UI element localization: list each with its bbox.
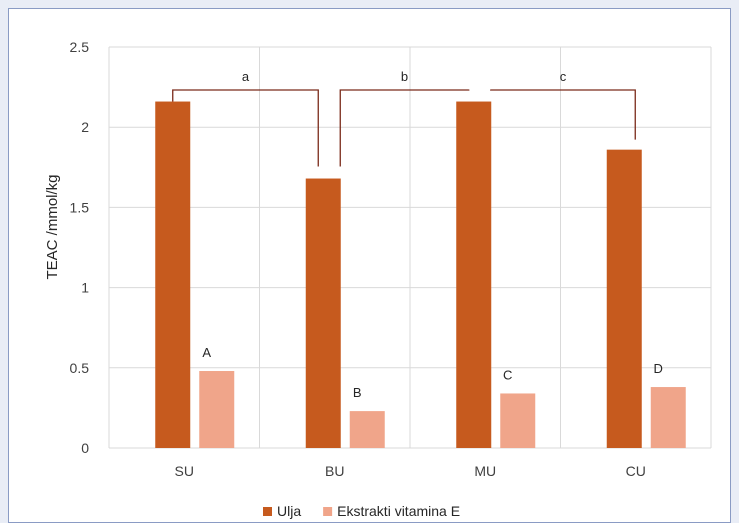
significance-brackets: a b c [172, 69, 636, 167]
bar-vitamin-e-su [199, 371, 235, 448]
bars [155, 101, 686, 448]
legend-label: Ulja [277, 503, 301, 519]
bar-labels: A B C D [202, 345, 663, 400]
bar-chart: A B C D a b c 0 0.5 1 1.5 2 2.5 SU BU MU CU TEAC /mmo… [44, 39, 712, 519]
bar-annotation: D [654, 361, 663, 376]
bracket-label: b [401, 69, 408, 84]
x-tick-labels: SU BU MU CU [175, 463, 646, 479]
bar-ulja-mu [456, 101, 492, 448]
y-axis-title: TEAC /mmol/kg [44, 174, 61, 279]
bar-vitamin-e-bu [349, 411, 385, 448]
bracket-b [339, 89, 470, 167]
bar-annotation: A [202, 345, 211, 360]
y-tick-label: 0 [81, 440, 89, 456]
y-tick-label: 1 [81, 280, 89, 296]
y-tick-label: 0.5 [70, 360, 90, 376]
legend-swatch [263, 507, 272, 516]
bar-ulja-bu [305, 178, 341, 448]
legend-swatch [323, 507, 333, 516]
bar-ulja-cu [606, 149, 642, 448]
y-tick-labels: 0 0.5 1 1.5 2 2.5 [70, 39, 90, 456]
bracket-a [172, 89, 319, 167]
bar-vitamin-e-mu [500, 393, 536, 448]
bar-vitamin-e-cu [650, 387, 686, 448]
y-tick-label: 1.5 [70, 199, 90, 215]
x-tick-label: BU [325, 463, 344, 479]
bar-ulja-su [155, 101, 191, 448]
chart-frame: A B C D a b c 0 0.5 1 1.5 2 2.5 SU BU MU CU TEAC /mmo… [8, 8, 731, 523]
x-tick-label: SU [175, 463, 194, 479]
legend-label: Ekstrakti vitamina E [337, 503, 460, 519]
bracket-label: c [560, 69, 567, 84]
x-tick-label: MU [474, 463, 496, 479]
gridlines [108, 46, 712, 449]
legend: Ulja Ekstrakti vitamina E [263, 503, 460, 519]
y-tick-label: 2.5 [70, 39, 90, 55]
y-tick-label: 2 [81, 119, 89, 135]
bracket-label: a [242, 69, 250, 84]
x-tick-label: CU [626, 463, 646, 479]
bar-annotation: C [503, 367, 512, 382]
bracket-c [490, 89, 636, 140]
bar-annotation: B [353, 385, 362, 400]
